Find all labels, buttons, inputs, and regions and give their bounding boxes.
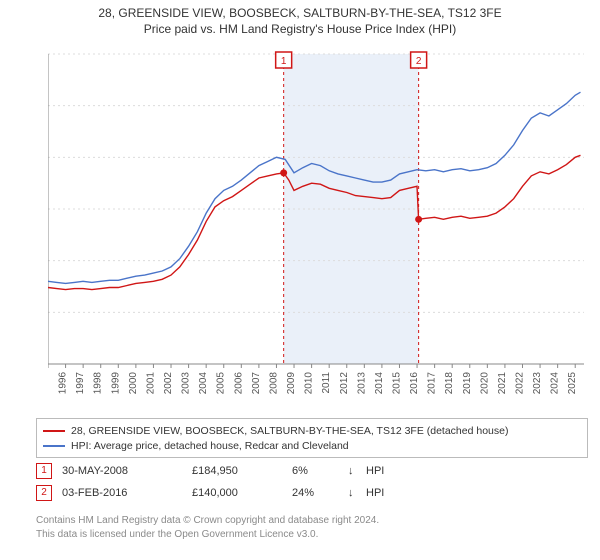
svg-text:1999: 1999 bbox=[110, 372, 121, 395]
svg-text:1998: 1998 bbox=[93, 372, 104, 395]
title-line-2: Price paid vs. HM Land Registry's House … bbox=[0, 22, 600, 36]
down-arrow-icon: ↓ bbox=[348, 487, 366, 499]
sale-pct: 6% bbox=[292, 465, 348, 477]
svg-text:2003: 2003 bbox=[181, 372, 192, 395]
svg-text:2: 2 bbox=[416, 56, 422, 67]
sale-marker-1: 1 bbox=[36, 463, 52, 479]
legend-swatch-property bbox=[43, 430, 65, 432]
svg-text:2015: 2015 bbox=[391, 372, 402, 395]
title-line-1: 28, GREENSIDE VIEW, BOOSBECK, SALTBURN-B… bbox=[0, 6, 600, 20]
legend-swatch-hpi bbox=[43, 445, 65, 447]
svg-text:2006: 2006 bbox=[233, 372, 244, 395]
svg-text:2019: 2019 bbox=[462, 372, 473, 395]
svg-text:2022: 2022 bbox=[514, 372, 525, 395]
legend-label-property: 28, GREENSIDE VIEW, BOOSBECK, SALTBURN-B… bbox=[71, 425, 508, 437]
svg-text:2012: 2012 bbox=[339, 372, 350, 395]
svg-text:2011: 2011 bbox=[321, 372, 332, 394]
price-chart: £0£50K£100K£150K£200K£250K£300K199519961… bbox=[48, 48, 588, 404]
sale-row: 2 03-FEB-2016 £140,000 24% ↓ HPI bbox=[36, 482, 588, 504]
svg-text:2005: 2005 bbox=[216, 372, 227, 395]
svg-text:2024: 2024 bbox=[550, 372, 561, 395]
svg-text:2018: 2018 bbox=[444, 372, 455, 395]
svg-text:2014: 2014 bbox=[374, 372, 385, 395]
svg-text:2017: 2017 bbox=[427, 372, 438, 395]
svg-text:2000: 2000 bbox=[128, 372, 139, 395]
sales-table: 1 30-MAY-2008 £184,950 6% ↓ HPI 2 03-FEB… bbox=[36, 460, 588, 504]
svg-text:2023: 2023 bbox=[532, 372, 543, 395]
legend-label-hpi: HPI: Average price, detached house, Redc… bbox=[71, 440, 349, 452]
legend-row: 28, GREENSIDE VIEW, BOOSBECK, SALTBURN-B… bbox=[43, 423, 581, 438]
svg-text:2013: 2013 bbox=[356, 372, 367, 395]
sale-marker-2: 2 bbox=[36, 485, 52, 501]
svg-text:2010: 2010 bbox=[304, 372, 315, 395]
sale-row: 1 30-MAY-2008 £184,950 6% ↓ HPI bbox=[36, 460, 588, 482]
sale-price: £184,950 bbox=[192, 465, 292, 477]
legend-row: HPI: Average price, detached house, Redc… bbox=[43, 438, 581, 453]
svg-text:2021: 2021 bbox=[497, 372, 508, 395]
svg-text:2009: 2009 bbox=[286, 372, 297, 395]
sale-date: 30-MAY-2008 bbox=[62, 465, 192, 477]
svg-text:2020: 2020 bbox=[479, 372, 490, 395]
footer-line-2: This data is licensed under the Open Gov… bbox=[36, 528, 379, 542]
svg-text:2016: 2016 bbox=[409, 372, 420, 395]
svg-text:2025: 2025 bbox=[567, 372, 578, 395]
svg-text:1997: 1997 bbox=[75, 372, 86, 395]
title-block: 28, GREENSIDE VIEW, BOOSBECK, SALTBURN-B… bbox=[0, 0, 600, 36]
sale-date: 03-FEB-2016 bbox=[62, 487, 192, 499]
legend-box: 28, GREENSIDE VIEW, BOOSBECK, SALTBURN-B… bbox=[36, 418, 588, 458]
sale-pct: 24% bbox=[292, 487, 348, 499]
svg-text:2007: 2007 bbox=[251, 372, 262, 395]
svg-text:2001: 2001 bbox=[145, 372, 156, 395]
svg-text:2002: 2002 bbox=[163, 372, 174, 395]
svg-text:2004: 2004 bbox=[198, 372, 209, 395]
footer-attribution: Contains HM Land Registry data © Crown c… bbox=[36, 514, 379, 541]
footer-line-1: Contains HM Land Registry data © Crown c… bbox=[36, 514, 379, 528]
svg-text:1: 1 bbox=[281, 56, 287, 67]
sale-hpi-label: HPI bbox=[366, 487, 384, 499]
svg-text:2008: 2008 bbox=[268, 372, 279, 395]
figure-container: 28, GREENSIDE VIEW, BOOSBECK, SALTBURN-B… bbox=[0, 0, 600, 560]
sale-price: £140,000 bbox=[192, 487, 292, 499]
svg-text:1995: 1995 bbox=[48, 372, 51, 395]
svg-text:1996: 1996 bbox=[58, 372, 69, 395]
down-arrow-icon: ↓ bbox=[348, 465, 366, 477]
sale-hpi-label: HPI bbox=[366, 465, 384, 477]
